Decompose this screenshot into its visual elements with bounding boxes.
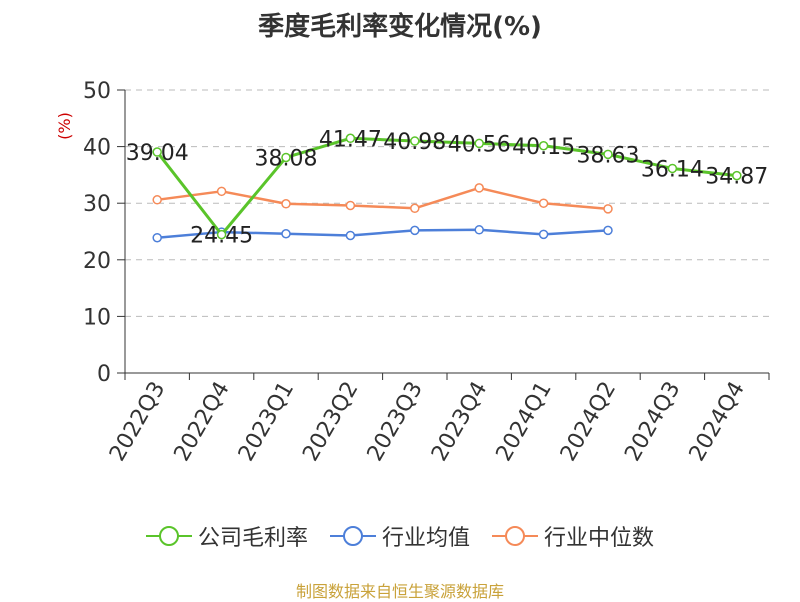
x-tick-label: 2024Q3 — [620, 378, 685, 466]
legend-label-industry-median: 行业中位数 — [544, 526, 655, 551]
source-note: 制图数据来自恒生聚源数据库 — [295, 582, 504, 601]
x-tick-label: 2022Q3 — [105, 378, 170, 466]
data-point-industry-avg[interactable] — [410, 225, 420, 236]
data-label: 40.15 — [512, 135, 575, 160]
x-tick-label: 2023Q4 — [427, 378, 492, 466]
data-point-industry-avg[interactable] — [281, 229, 291, 239]
legend-label-company: 公司毛利率 — [197, 526, 308, 551]
data-point-industry-median[interactable] — [474, 183, 484, 193]
data-point-company[interactable] — [538, 141, 549, 151]
series-line-industry-median — [157, 186, 609, 211]
data-label: 40.98 — [383, 130, 446, 155]
series-group — [152, 133, 742, 243]
legend-item-industry-avg[interactable]: 行业均值 — [329, 520, 470, 552]
grid-lines — [125, 89, 769, 317]
chart-title: 季度毛利率变化情况(%) — [258, 12, 542, 42]
data-point-company[interactable] — [474, 138, 484, 149]
series-line-industry-avg — [157, 228, 609, 239]
legend-marker-industry-avg — [329, 526, 376, 546]
legend-item-company[interactable]: 公司毛利率 — [145, 520, 308, 552]
data-point-industry-median[interactable] — [216, 186, 227, 197]
data-point-company[interactable] — [732, 170, 742, 181]
legend-label-industry-avg: 行业均值 — [381, 526, 470, 551]
data-point-industry-avg[interactable] — [152, 232, 162, 243]
data-point-company[interactable] — [152, 147, 162, 157]
data-point-industry-median[interactable] — [345, 200, 356, 211]
y-tick-label: 50 — [83, 79, 111, 104]
y-axis-label: (%) — [55, 112, 74, 140]
data-point-industry-avg[interactable] — [345, 230, 356, 241]
data-label: 39.04 — [126, 141, 189, 166]
data-label: 38.63 — [577, 143, 640, 168]
data-point-company[interactable] — [216, 229, 227, 240]
y-tick-label: 10 — [83, 305, 111, 330]
y-tick-label: 20 — [83, 249, 111, 274]
data-label: 40.56 — [448, 132, 511, 157]
x-tick-label: 2022Q4 — [169, 378, 234, 466]
data-point-industry-avg[interactable] — [474, 225, 484, 235]
data-label: 41.47 — [319, 127, 382, 152]
data-point-industry-median[interactable] — [152, 195, 162, 205]
y-tick-label: 40 — [83, 136, 111, 161]
data-point-company[interactable] — [603, 149, 613, 160]
y-tick-label: 0 — [97, 362, 111, 387]
x-tick-label: 2024Q2 — [556, 378, 621, 466]
data-point-industry-median[interactable] — [603, 204, 613, 214]
data-point-company[interactable] — [345, 133, 356, 144]
legend-marker-industry-median — [492, 526, 538, 546]
data-label: 38.08 — [255, 146, 318, 171]
data-point-industry-median[interactable] — [281, 199, 291, 209]
series-line-company — [156, 136, 737, 237]
x-tick-label: 2023Q2 — [298, 378, 363, 466]
data-point-industry-median[interactable] — [538, 198, 549, 208]
data-label: 34.87 — [705, 165, 768, 190]
x-tick-label: 2024Q1 — [491, 378, 556, 466]
data-point-company[interactable] — [410, 136, 420, 146]
data-point-industry-avg[interactable] — [538, 229, 549, 240]
x-tick-label: 2023Q1 — [234, 378, 299, 466]
data-point-company[interactable] — [281, 152, 291, 163]
x-tick-label: 2024Q4 — [685, 378, 750, 466]
x-tick-label: 2023Q3 — [363, 378, 428, 466]
data-label: 36.14 — [641, 157, 704, 182]
legend: 公司毛利率 行业均值 行业中位数 — [0, 520, 800, 552]
y-tick-label: 30 — [83, 192, 111, 217]
data-point-company[interactable] — [667, 163, 678, 174]
data-point-industry-median[interactable] — [410, 203, 420, 214]
legend-item-industry-median[interactable]: 行业中位数 — [492, 520, 654, 552]
data-point-industry-avg[interactable] — [603, 225, 613, 236]
data-label: 24.45 — [190, 224, 253, 249]
legend-marker-company — [145, 526, 192, 546]
